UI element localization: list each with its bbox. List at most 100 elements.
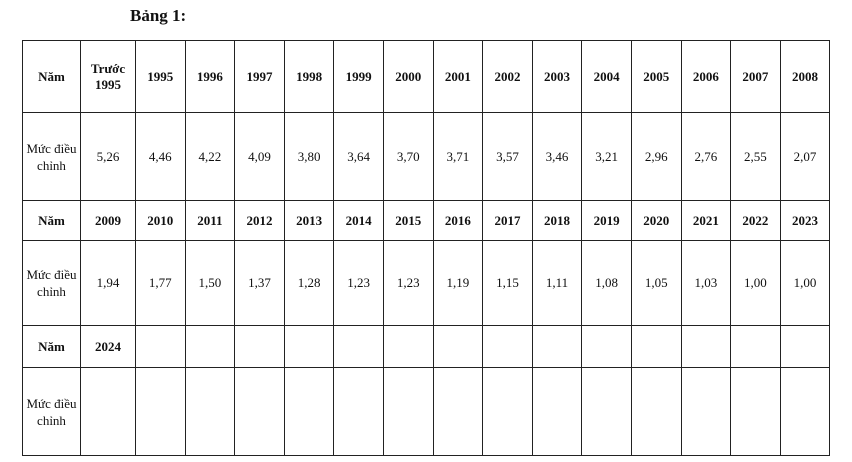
empty-cell bbox=[234, 325, 285, 368]
table-cell: 2013 bbox=[283, 200, 335, 241]
table-cell: 1999 bbox=[333, 40, 384, 113]
table-cell: 1,28 bbox=[283, 240, 335, 326]
row-label: Mức điều chỉnh bbox=[22, 112, 81, 201]
empty-cell bbox=[135, 325, 186, 368]
table-cell: 1998 bbox=[283, 40, 335, 113]
table-cell: 1,23 bbox=[333, 240, 384, 326]
empty-cell bbox=[184, 367, 236, 456]
row-label: Năm bbox=[22, 325, 81, 368]
table-cell: 2014 bbox=[333, 200, 384, 241]
table-cell: 1,15 bbox=[482, 240, 533, 326]
empty-cell bbox=[80, 367, 136, 456]
row-label: Năm bbox=[22, 200, 81, 241]
table-cell: 2017 bbox=[482, 200, 533, 241]
empty-cell bbox=[283, 325, 335, 368]
table-cell: 2,07 bbox=[779, 112, 831, 201]
table-cell: 2015 bbox=[382, 200, 434, 241]
empty-cell bbox=[283, 367, 335, 456]
table-cell: 2019 bbox=[581, 200, 632, 241]
empty-cell bbox=[779, 367, 831, 456]
table-cell: 2008 bbox=[779, 40, 831, 113]
table-cell: 1,37 bbox=[234, 240, 285, 326]
empty-cell bbox=[680, 325, 732, 368]
table-cell: 2007 bbox=[730, 40, 781, 113]
table-cell: 3,71 bbox=[432, 112, 484, 201]
row-label: Mức điều chỉnh bbox=[22, 240, 81, 326]
empty-cell bbox=[333, 325, 384, 368]
table-cell: 2001 bbox=[432, 40, 484, 113]
table-cell: 2022 bbox=[730, 200, 781, 241]
table-cell: 3,57 bbox=[482, 112, 533, 201]
empty-cell bbox=[730, 325, 781, 368]
empty-cell bbox=[630, 367, 682, 456]
empty-cell bbox=[730, 367, 781, 456]
table-row: Năm Trước 1995 1995 1996 1997 1998 1999 2000 200… bbox=[22, 40, 831, 113]
table-cell: 2016 bbox=[432, 200, 484, 241]
empty-cell bbox=[333, 367, 384, 456]
row-label: Mức điều chỉnh bbox=[22, 367, 81, 456]
table-cell: 1,23 bbox=[382, 240, 434, 326]
table-cell: 1997 bbox=[234, 40, 285, 113]
empty-cell bbox=[432, 325, 484, 368]
table-cell: 2010 bbox=[135, 200, 186, 241]
table-cell: 2,55 bbox=[730, 112, 781, 201]
table-cell: 1,08 bbox=[581, 240, 632, 326]
table-cell: 4,22 bbox=[184, 112, 236, 201]
table-cell: 1,19 bbox=[432, 240, 484, 326]
adjustment-table: Năm Trước 1995 1995 1996 1997 1998 1999 2000 200… bbox=[22, 40, 831, 456]
table-cell: 4,09 bbox=[234, 112, 285, 201]
table-cell: 2012 bbox=[234, 200, 285, 241]
empty-cell bbox=[382, 325, 434, 368]
table-cell: 3,46 bbox=[531, 112, 583, 201]
empty-cell bbox=[432, 367, 484, 456]
table-row: Mức điều chỉnh 5,26 4,46 4,22 4,09 3,80 3,64 3,… bbox=[22, 112, 831, 201]
table-row: Năm 2009 2010 2011 2012 2013 2014 2015 2016 2017 2… bbox=[22, 200, 831, 241]
table-cell: 2000 bbox=[382, 40, 434, 113]
empty-cell bbox=[581, 325, 632, 368]
table-cell: 4,46 bbox=[135, 112, 186, 201]
table-cell: 1,00 bbox=[779, 240, 831, 326]
table-cell: 2009 bbox=[80, 200, 136, 241]
table-cell: 3,64 bbox=[333, 112, 384, 201]
empty-cell bbox=[382, 367, 434, 456]
table-cell: 1,77 bbox=[135, 240, 186, 326]
table-cell: Trước 1995 bbox=[80, 40, 136, 113]
table-cell: 1,94 bbox=[80, 240, 136, 326]
table-cell: 2005 bbox=[630, 40, 682, 113]
table-cell: 3,70 bbox=[382, 112, 434, 201]
empty-cell bbox=[482, 325, 533, 368]
row-label: Năm bbox=[22, 40, 81, 113]
table-cell: 1,00 bbox=[730, 240, 781, 326]
table-cell: 2018 bbox=[531, 200, 583, 241]
table-cell: 2006 bbox=[680, 40, 732, 113]
table-cell: 5,26 bbox=[80, 112, 136, 201]
empty-cell bbox=[482, 367, 533, 456]
table-cell: 2011 bbox=[184, 200, 236, 241]
table-cell: 2024 bbox=[80, 325, 136, 368]
table-cell: 2004 bbox=[581, 40, 632, 113]
table-cell: 2002 bbox=[482, 40, 533, 113]
table-cell: 2,76 bbox=[680, 112, 732, 201]
table-row: Năm 2024 bbox=[22, 325, 831, 368]
table-cell: 2021 bbox=[680, 200, 732, 241]
table-cell: 1,11 bbox=[531, 240, 583, 326]
table-cell: 1995 bbox=[135, 40, 186, 113]
table-row: Mức điều chỉnh 1,94 1,77 1,50 1,37 1,28 1,23 1,… bbox=[22, 240, 831, 326]
empty-cell bbox=[630, 325, 682, 368]
table-cell: 1996 bbox=[184, 40, 236, 113]
table-cell: 1,05 bbox=[630, 240, 682, 326]
empty-cell bbox=[779, 325, 831, 368]
empty-cell bbox=[531, 367, 583, 456]
table-cell: 1,03 bbox=[680, 240, 732, 326]
empty-cell bbox=[531, 325, 583, 368]
table-row: Mức điều chỉnh bbox=[22, 367, 831, 456]
table-cell: 3,80 bbox=[283, 112, 335, 201]
empty-cell bbox=[135, 367, 186, 456]
empty-cell bbox=[680, 367, 732, 456]
table-cell: 1,50 bbox=[184, 240, 236, 326]
empty-cell bbox=[184, 325, 236, 368]
table-cell: 2023 bbox=[779, 200, 831, 241]
table-cell: 2,96 bbox=[630, 112, 682, 201]
table-cell: 3,21 bbox=[581, 112, 632, 201]
